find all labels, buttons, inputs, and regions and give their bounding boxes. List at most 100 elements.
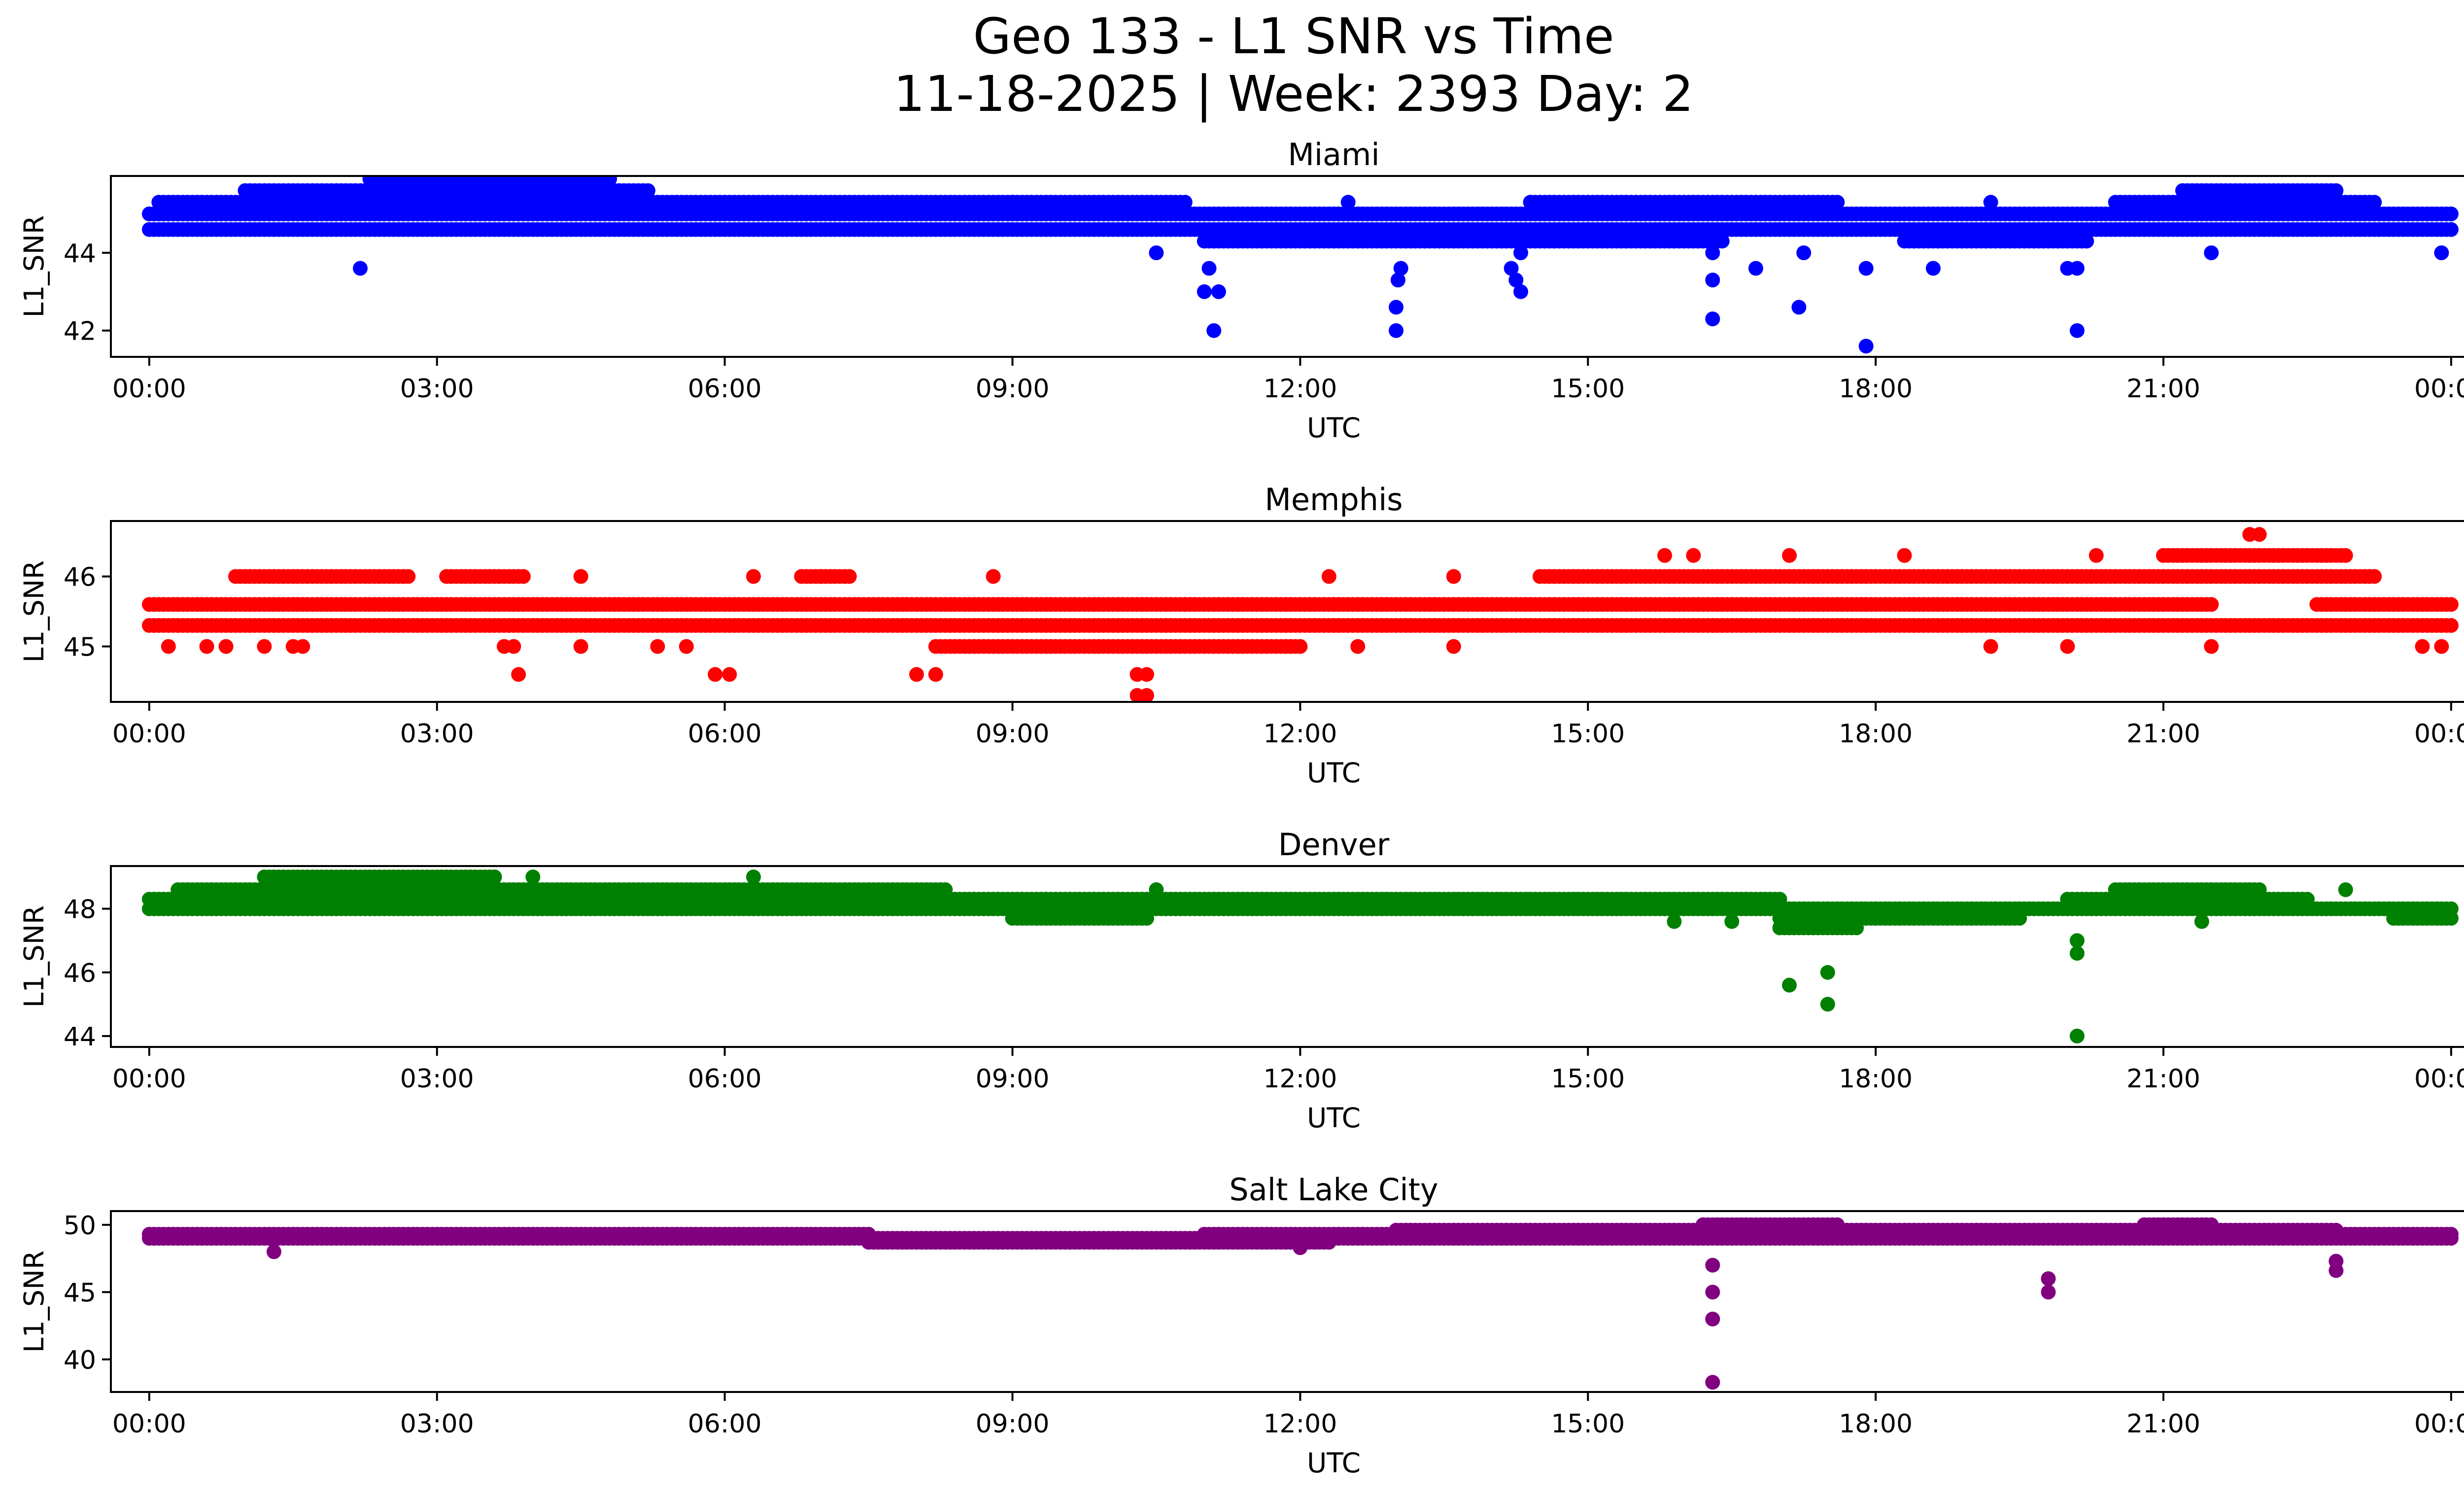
data-point	[2443, 911, 2459, 926]
data-point	[1390, 273, 1405, 288]
point-band	[141, 222, 2459, 237]
data-point	[1714, 234, 1730, 249]
data-point	[679, 639, 694, 654]
point-band	[439, 569, 531, 584]
axes-frame	[110, 175, 2464, 358]
data-point	[401, 569, 416, 584]
x-tick-label: 00:00	[112, 1064, 186, 1094]
point-band	[141, 618, 2459, 633]
data-point	[1504, 261, 1519, 276]
data-point	[1446, 569, 1461, 584]
x-tick-label: 18:00	[1839, 374, 1913, 404]
data-point	[1139, 688, 1154, 702]
data-point	[525, 869, 541, 885]
data-point	[1705, 618, 1720, 633]
data-point	[1983, 195, 1998, 210]
x-tick-label: 06:00	[688, 719, 762, 749]
y-tick-label: 46	[64, 563, 96, 592]
data-point	[1389, 323, 1403, 338]
data-point	[650, 639, 665, 654]
point-band	[141, 207, 2459, 221]
data-point	[2079, 234, 2094, 249]
data-points	[141, 527, 2459, 702]
x-tick-label: 21:00	[2126, 1064, 2200, 1094]
point-band	[362, 176, 617, 186]
point-band	[2156, 548, 2353, 563]
data-point	[506, 639, 521, 654]
x-tick-label: 15:00	[1551, 374, 1625, 404]
point-band	[2309, 597, 2459, 612]
data-point	[640, 183, 655, 198]
point-band	[2386, 911, 2459, 926]
data-point	[2204, 597, 2219, 612]
point-band	[228, 569, 416, 584]
data-point	[2338, 548, 2353, 563]
data-point	[1513, 284, 1528, 299]
point-band	[141, 597, 2219, 612]
data-point	[2434, 245, 2449, 260]
data-point	[1686, 548, 1701, 563]
data-point	[1206, 323, 1222, 338]
data-point	[2415, 639, 2430, 654]
data-point	[353, 261, 368, 276]
figure-subtitle: 11-18-2025 | Week: 2393 Day: 2	[893, 65, 1693, 123]
data-point	[257, 639, 272, 654]
data-point	[2069, 933, 2085, 948]
point-band	[1523, 195, 1845, 210]
x-tick-label: 00:00	[112, 374, 186, 404]
data-points	[141, 1217, 2459, 1390]
data-point	[2069, 946, 2085, 961]
figure-title: Geo 133 - L1 SNR vs Time	[973, 7, 1614, 65]
point-band	[1772, 911, 2027, 926]
data-point	[1211, 284, 1226, 299]
x-axis-label: UTC	[1307, 1102, 1361, 1134]
data-point	[717, 901, 732, 916]
y-tick-label: 48	[64, 895, 96, 925]
data-point	[218, 639, 234, 654]
data-point	[2338, 882, 2353, 897]
x-tick-label: 09:00	[976, 719, 1050, 749]
data-point	[1858, 339, 1874, 354]
data-point	[928, 667, 943, 682]
y-tick-label: 46	[64, 959, 96, 988]
data-point	[1177, 597, 1193, 612]
data-point	[1705, 273, 1720, 288]
data-point	[2328, 183, 2344, 198]
y-axis-label: L1_SNR	[18, 905, 50, 1008]
data-point	[2252, 527, 2267, 542]
data-point	[1149, 245, 1164, 260]
data-point	[1830, 195, 1845, 210]
data-point	[515, 569, 531, 584]
data-point	[161, 639, 176, 654]
data-point	[1139, 911, 1154, 926]
data-point	[487, 869, 502, 885]
data-point	[2443, 597, 2459, 612]
data-point	[295, 639, 310, 654]
data-point	[1858, 261, 1874, 276]
x-tick-label: 21:00	[2126, 719, 2200, 749]
data-point	[1791, 300, 1807, 315]
data-point	[1177, 195, 1193, 210]
data-point	[1513, 245, 1528, 260]
data-point	[986, 569, 1001, 584]
data-point	[1983, 639, 1998, 654]
data-point	[746, 869, 761, 885]
x-tick-label: 06:00	[688, 374, 762, 404]
data-point	[1748, 261, 1763, 276]
point-band	[2108, 882, 2267, 897]
data-point	[2300, 892, 2315, 907]
outlier-points	[161, 527, 2449, 702]
data-point	[1820, 965, 1835, 980]
x-tick-label: 00:00	[112, 719, 186, 749]
data-point	[2367, 569, 2382, 584]
point-band	[928, 639, 1308, 654]
x-tick-label: 15:00	[1551, 1064, 1625, 1094]
x-tick-label: 00:00	[2414, 374, 2464, 404]
data-point	[2088, 548, 2104, 563]
axes-frame	[110, 865, 2464, 1048]
data-point	[2069, 1028, 2085, 1043]
